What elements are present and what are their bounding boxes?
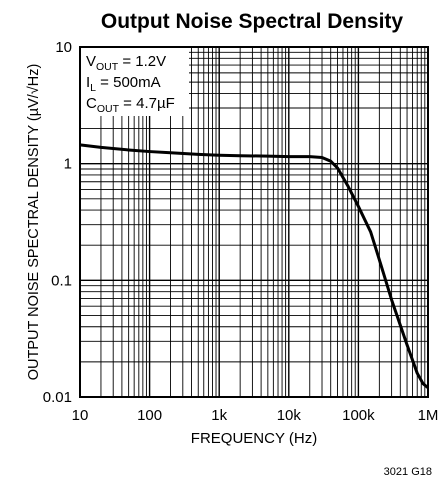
chart-title: Output Noise Spectral Density bbox=[101, 10, 404, 33]
annotation-line: COUT = 4.7µF bbox=[86, 95, 175, 115]
x-tick-label: 1M bbox=[418, 407, 439, 424]
y-tick-label: 0.1 bbox=[51, 272, 72, 289]
x-tick-label: 1k bbox=[211, 407, 227, 424]
y-tick-label: 10 bbox=[55, 39, 72, 56]
plot-frame bbox=[79, 46, 429, 398]
y-tick-label: 1 bbox=[64, 156, 72, 173]
annotation-background bbox=[81, 48, 189, 116]
series-line bbox=[79, 143, 429, 389]
figure-id: 3021 G18 bbox=[384, 466, 432, 478]
annotation-line: IL = 500mA bbox=[86, 74, 161, 94]
x-tick-label: 10k bbox=[277, 407, 302, 424]
y-tick-label: 0.01 bbox=[43, 389, 72, 406]
y-axis-label: OUTPUT NOISE SPECTRAL DENSITY (µV/√Hz) bbox=[26, 64, 42, 381]
annotation-line: VOUT = 1.2V bbox=[86, 53, 166, 73]
x-tick-label: 10 bbox=[72, 407, 89, 424]
x-axis-label: FREQUENCY (Hz) bbox=[191, 430, 317, 447]
x-tick-label: 100k bbox=[342, 407, 375, 424]
y-tick-labels: 0.01 0.1 1 10 bbox=[43, 39, 72, 406]
x-tick-label: 100 bbox=[137, 407, 162, 424]
x-tick-labels: 10 100 1k 10k 100k 1M bbox=[72, 407, 439, 424]
